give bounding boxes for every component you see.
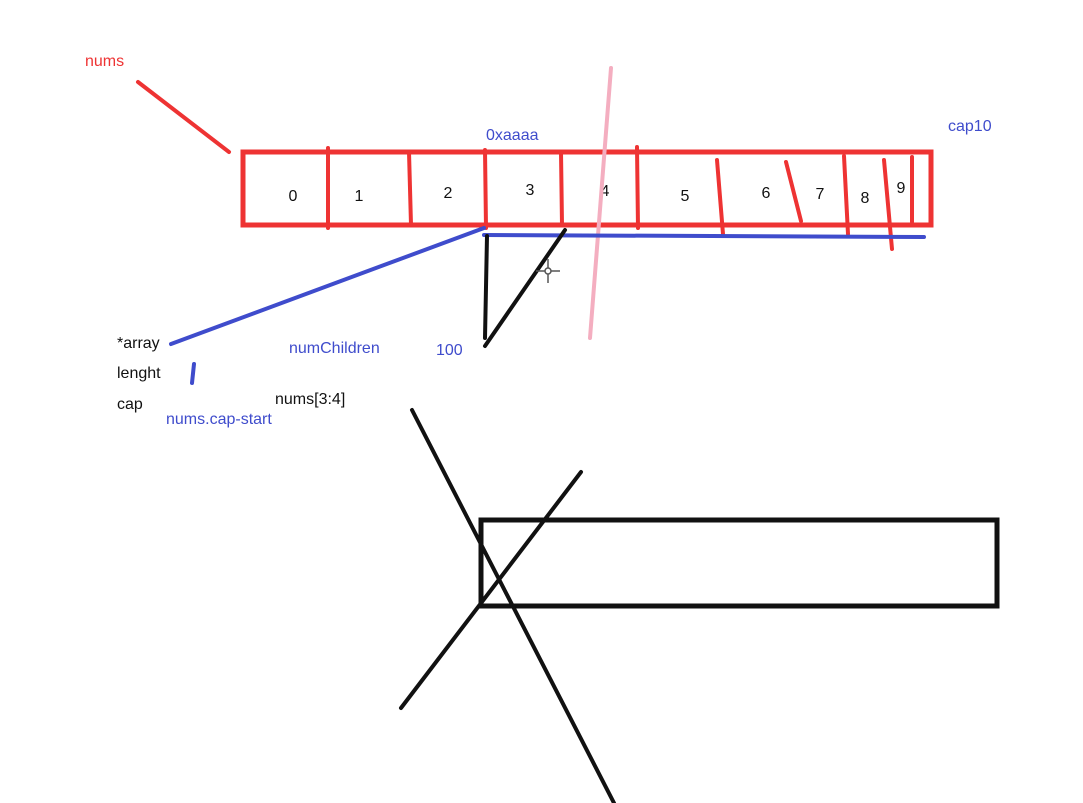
divider-7-8 [844, 156, 848, 234]
triangle-diagonal-edge [485, 230, 565, 346]
nums-label: nums [85, 53, 124, 70]
num-children-label: numChildren [289, 340, 380, 357]
array-cell-8: 8 [861, 190, 870, 207]
array-cell-6: 6 [762, 185, 771, 202]
lower-black-box [481, 520, 997, 606]
cap10-label: cap10 [948, 118, 992, 135]
cap-field-label: cap [117, 396, 143, 413]
slice-expression-label: nums[3:4] [275, 391, 345, 408]
divider-1-2 [409, 152, 411, 225]
array-cell-3: 3 [526, 182, 535, 199]
cursor-crosshair-icon [536, 259, 560, 283]
array-field-label: *array [117, 335, 160, 352]
cross-line-up [401, 472, 581, 708]
array-cell-9: 9 [897, 180, 906, 197]
array-cell-0: 0 [289, 188, 298, 205]
cap-start-label: nums.cap-start [166, 411, 272, 428]
array-cell-2: 2 [444, 185, 453, 202]
array-pointer-line [171, 228, 484, 344]
length-field-label: lenght [117, 365, 161, 382]
array-cell-5: 5 [681, 188, 690, 205]
divider-4-5 [637, 147, 638, 228]
divider-3-4 [561, 152, 562, 225]
pink-strike-line [590, 68, 611, 338]
address-label: 0xaaaa [486, 127, 539, 144]
array-cell-1: 1 [355, 188, 364, 205]
divider-6-7 [786, 162, 801, 221]
array-box [243, 152, 931, 225]
slice-capacity-underline [484, 235, 924, 237]
nums-pointer-line [138, 82, 229, 152]
triangle-left-edge [485, 236, 487, 338]
black-triangle [485, 230, 565, 346]
length-tick-mark [192, 364, 194, 383]
array-cell-7: 7 [816, 186, 825, 203]
hundred-label: 100 [436, 342, 463, 359]
divider-2-3 [485, 150, 486, 228]
